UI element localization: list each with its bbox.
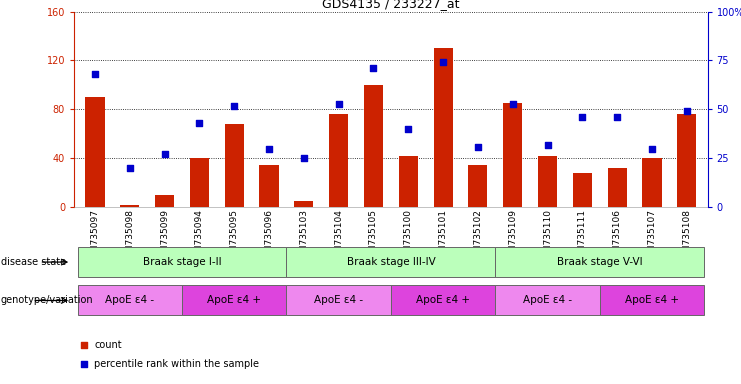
Point — [263, 146, 275, 152]
Text: genotype/variation: genotype/variation — [1, 295, 93, 306]
Bar — [78, 285, 182, 316]
Bar — [259, 164, 279, 207]
Text: percentile rank within the sample: percentile rank within the sample — [94, 359, 259, 369]
Point — [298, 155, 310, 161]
Bar — [155, 195, 174, 207]
Text: ApoE ε4 +: ApoE ε4 + — [207, 295, 262, 306]
Bar — [120, 205, 139, 207]
Text: Braak stage V-VI: Braak stage V-VI — [557, 257, 642, 267]
Bar — [287, 285, 391, 316]
Point — [78, 361, 90, 367]
Text: disease state: disease state — [1, 257, 66, 267]
Point — [89, 71, 101, 77]
Bar — [503, 103, 522, 207]
Bar — [190, 158, 209, 207]
Text: Braak stage III-IV: Braak stage III-IV — [347, 257, 435, 267]
Point — [193, 120, 205, 126]
Point — [78, 342, 90, 348]
Bar — [538, 156, 557, 207]
Bar — [391, 285, 495, 316]
Point — [402, 126, 414, 132]
Bar — [433, 48, 453, 207]
Bar — [608, 168, 627, 207]
Bar — [573, 173, 592, 207]
Bar — [677, 114, 697, 207]
Text: ApoE ε4 +: ApoE ε4 + — [416, 295, 470, 306]
Point — [646, 146, 658, 152]
Bar — [468, 164, 488, 207]
Bar — [329, 114, 348, 207]
Bar — [642, 158, 662, 207]
Text: ApoE ε4 -: ApoE ε4 - — [523, 295, 572, 306]
Point — [507, 101, 519, 107]
Bar — [495, 285, 599, 316]
Point — [159, 151, 170, 157]
Point — [124, 165, 136, 171]
Point — [368, 65, 379, 71]
Text: count: count — [94, 340, 122, 350]
Bar — [495, 247, 704, 277]
Text: ApoE ε4 +: ApoE ε4 + — [625, 295, 679, 306]
Point — [228, 103, 240, 109]
Text: ApoE ε4 -: ApoE ε4 - — [314, 295, 363, 306]
Point — [681, 108, 693, 114]
Bar — [599, 285, 704, 316]
Title: GDS4135 / 233227_at: GDS4135 / 233227_at — [322, 0, 459, 10]
Bar — [399, 156, 418, 207]
Point — [542, 142, 554, 148]
Point — [437, 60, 449, 66]
Text: ApoE ε4 -: ApoE ε4 - — [105, 295, 154, 306]
Bar — [182, 285, 287, 316]
Bar — [364, 85, 383, 207]
Bar — [78, 247, 287, 277]
Point — [611, 114, 623, 120]
Bar — [287, 247, 495, 277]
Bar — [225, 124, 244, 207]
Point — [576, 114, 588, 120]
Text: Braak stage I-II: Braak stage I-II — [143, 257, 222, 267]
Bar — [294, 201, 313, 207]
Point — [333, 101, 345, 107]
Point — [472, 144, 484, 150]
Bar — [85, 97, 104, 207]
